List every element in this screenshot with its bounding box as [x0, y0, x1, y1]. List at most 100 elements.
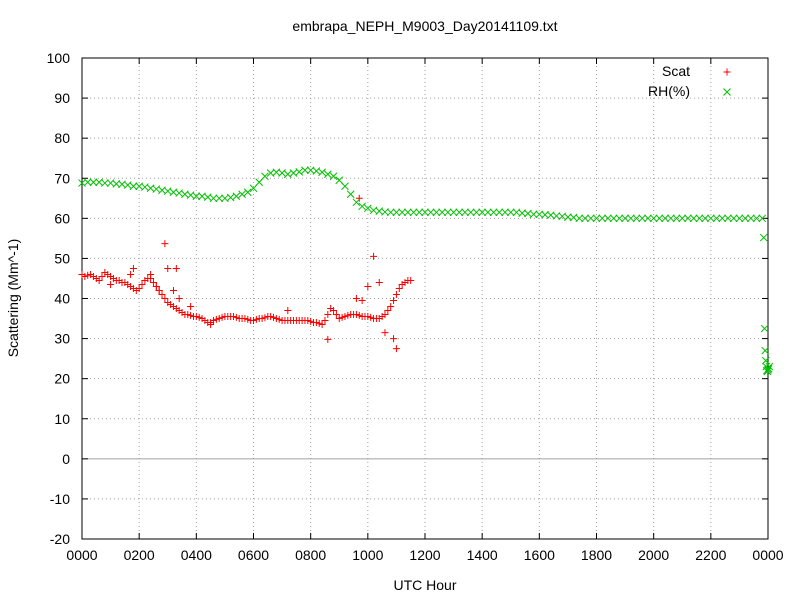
- data-point: [304, 317, 312, 325]
- data-point: [765, 362, 774, 371]
- data-point: [638, 214, 647, 223]
- data-point: [375, 278, 383, 286]
- data-point: [330, 307, 338, 315]
- data-point: [301, 166, 309, 175]
- data-point: [355, 311, 363, 319]
- data-point: [581, 214, 589, 223]
- data-point: [232, 192, 241, 201]
- legend-marker: [723, 88, 731, 96]
- data-point: [89, 178, 98, 187]
- data-point: [187, 303, 195, 311]
- data-point: [209, 317, 217, 325]
- data-point: [295, 167, 304, 176]
- x-tick-label: 1800: [581, 547, 612, 563]
- data-point: [209, 194, 218, 203]
- data-point: [332, 311, 340, 319]
- data-point: [324, 311, 332, 319]
- data-point: [621, 214, 629, 223]
- data-point: [252, 315, 260, 323]
- data-point: [267, 313, 275, 321]
- data-point: [192, 313, 200, 321]
- data-point: [444, 208, 452, 217]
- data-point: [169, 286, 177, 294]
- data-point: [724, 214, 732, 223]
- data-point: [232, 313, 240, 321]
- data-point: [746, 214, 755, 223]
- legend-marker-rh: [723, 88, 731, 96]
- data-point: [341, 313, 349, 321]
- data-point: [352, 311, 360, 319]
- legend-marker-scat: [723, 68, 731, 76]
- data-point: [83, 178, 92, 187]
- y-tick-label: -10: [50, 491, 70, 507]
- x-tick-label: 1200: [409, 547, 440, 563]
- data-point: [364, 313, 372, 321]
- data-point: [215, 194, 224, 203]
- data-point: [392, 208, 401, 217]
- data-point: [321, 317, 329, 325]
- data-point: [152, 282, 160, 290]
- data-point: [258, 315, 266, 323]
- data-point: [147, 270, 155, 278]
- data-point: [489, 208, 498, 217]
- data-point: [364, 282, 372, 290]
- data-point: [255, 178, 264, 187]
- data-point: [398, 208, 406, 217]
- data-point: [763, 367, 772, 376]
- y-tick-label: 80: [54, 130, 70, 146]
- axis-ticks: [81, 57, 769, 540]
- y-tick-label: 100: [47, 50, 71, 66]
- x-tick-label: 1000: [352, 547, 383, 563]
- data-point: [384, 307, 392, 315]
- data-point: [432, 208, 441, 217]
- data-point: [149, 278, 157, 286]
- data-point: [701, 214, 709, 223]
- legend-marker: [723, 68, 731, 76]
- data-point: [421, 208, 429, 217]
- x-tick-label: 1400: [467, 547, 498, 563]
- x-tick-label: 1600: [524, 547, 555, 563]
- data-point: [615, 214, 624, 223]
- data-point: [592, 214, 601, 223]
- data-point: [341, 182, 349, 191]
- data-point: [586, 214, 595, 223]
- data-point: [367, 313, 375, 321]
- data-point: [735, 214, 744, 223]
- data-point: [358, 202, 366, 211]
- data-point: [95, 276, 103, 284]
- data-point: [212, 315, 220, 323]
- data-point: [215, 315, 223, 323]
- data-point: [272, 315, 280, 323]
- data-point: [107, 280, 115, 288]
- data-point: [764, 364, 773, 373]
- data-point: [712, 214, 721, 223]
- data-point: [270, 313, 278, 321]
- data-point: [604, 214, 612, 223]
- series-rh: [78, 166, 774, 376]
- data-point: [229, 313, 237, 321]
- data-point: [135, 284, 143, 292]
- data-point: [626, 214, 635, 223]
- data-point: [395, 284, 403, 292]
- data-point: [358, 297, 366, 305]
- data-point: [381, 311, 389, 319]
- data-point: [759, 233, 768, 242]
- data-point: [218, 313, 226, 321]
- chart-title: embrapa_NEPH_M9003_Day20141109.txt: [292, 18, 557, 34]
- data-point: [329, 172, 338, 181]
- data-point: [335, 176, 344, 185]
- data-point: [335, 315, 343, 323]
- data-point: [495, 208, 504, 217]
- data-point: [455, 208, 464, 217]
- y-tick-label: 30: [54, 331, 70, 347]
- data-point: [449, 208, 458, 217]
- data-point: [98, 272, 106, 280]
- y-tick-label: 40: [54, 291, 70, 307]
- data-point: [461, 208, 469, 217]
- data-point: [352, 295, 360, 302]
- x-tick-label: 0200: [124, 547, 155, 563]
- data-point: [275, 315, 283, 323]
- data-point: [661, 214, 669, 223]
- y-tick-label: 90: [54, 90, 70, 106]
